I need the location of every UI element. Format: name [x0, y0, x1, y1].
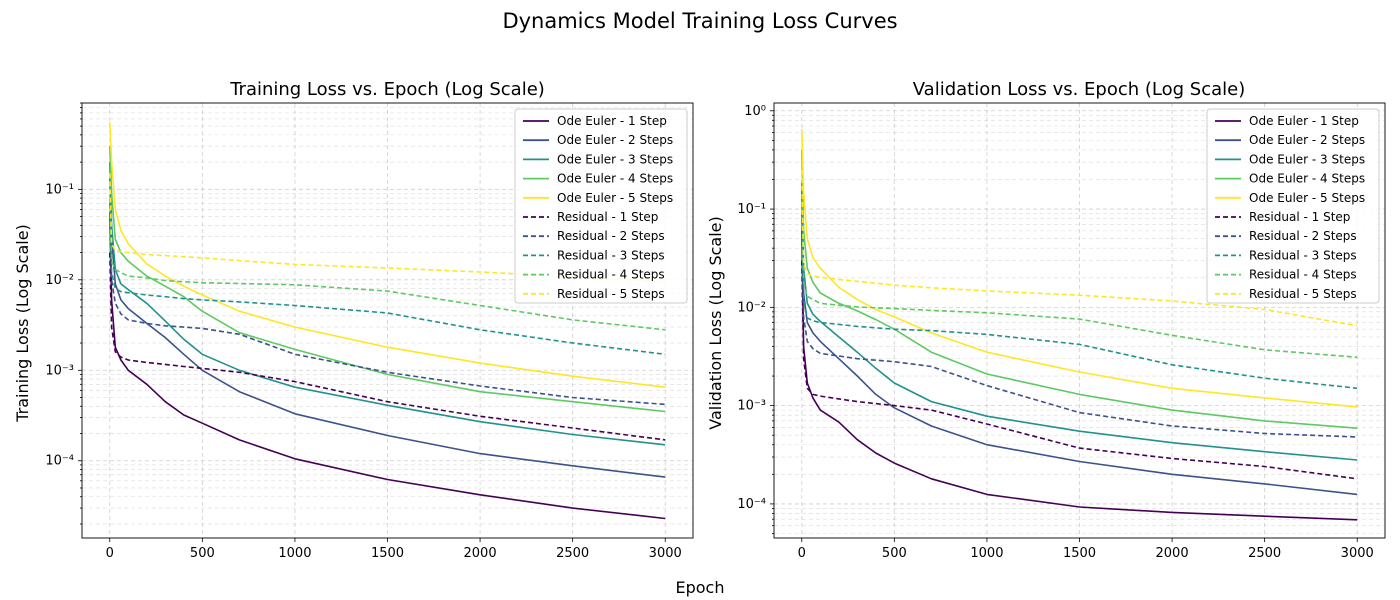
legend-label: Ode Euler - 1 Step: [1249, 114, 1359, 128]
legend-label: Ode Euler - 5 Steps: [1249, 191, 1365, 205]
y-tick-label: 10⁻³: [45, 363, 74, 378]
series-line-ode-euler-1-step: [801, 230, 1358, 521]
legend-label: Residual - 4 Steps: [1249, 268, 1357, 282]
legend-box: [514, 108, 688, 304]
series-line-residual-2-steps: [109, 216, 666, 406]
series-line-residual-4-steps: [109, 198, 666, 331]
y-tick-label: 10⁻¹: [737, 202, 766, 217]
series-line-residual-1-step: [109, 252, 666, 441]
legend-label: Ode Euler - 4 Steps: [1249, 172, 1365, 186]
x-tick-label: 2000: [1156, 546, 1189, 561]
x-tick-label: 500: [882, 546, 907, 561]
x-tick-label: 0: [798, 546, 806, 561]
x-tick-label: 1500: [371, 546, 404, 561]
y-tick-label: 10⁻⁴: [737, 497, 766, 512]
figure-title: Dynamics Model Training Loss Curves: [502, 9, 897, 33]
legend-label: Ode Euler - 2 Steps: [557, 133, 673, 147]
series-line-ode-euler-2-steps: [801, 188, 1358, 496]
training-loss-plot: Training Loss vs. Epoch (Log Scale) Trai…: [13, 79, 694, 561]
series-line-ode-euler-3-steps: [801, 179, 1358, 461]
x-tick-label: 3000: [1341, 546, 1374, 561]
legend-box: [1206, 108, 1380, 304]
series-line-ode-euler-2-steps: [109, 176, 666, 478]
training-plot-ylabel: Training Loss (Log Scale): [13, 224, 32, 423]
validation-plot-title: Validation Loss vs. Epoch (Log Scale): [913, 79, 1245, 100]
legend-label: Ode Euler - 3 Steps: [557, 152, 673, 166]
x-tick-label: 1000: [278, 546, 311, 561]
x-tick-label: 2500: [556, 546, 589, 561]
legend-label: Residual - 3 Steps: [557, 248, 665, 262]
legend-label: Residual - 3 Steps: [1249, 248, 1357, 262]
legend-label: Residual - 4 Steps: [557, 268, 665, 282]
validation-loss-plot: Validation Loss vs. Epoch (Log Scale) Va…: [706, 79, 1386, 561]
series-line-ode-euler-4-steps: [801, 149, 1358, 429]
series-line-ode-euler-5-steps: [801, 129, 1358, 408]
legend-label: Residual - 1 Step: [1249, 210, 1350, 224]
series-line-ode-euler-5-steps: [109, 122, 666, 388]
legend-label: Ode Euler - 4 Steps: [557, 172, 673, 186]
figure-xlabel: Epoch: [676, 578, 725, 597]
x-tick-label: 1000: [970, 546, 1003, 561]
series-line-ode-euler-4-steps: [109, 146, 666, 413]
legend-label: Ode Euler - 3 Steps: [1249, 152, 1365, 166]
legend: Ode Euler - 1 Step Ode Euler - 2 Steps Ode…: [1206, 108, 1380, 304]
legend-label: Ode Euler - 5 Steps: [557, 191, 673, 205]
series-line-residual-5-steps: [801, 169, 1358, 327]
legend-label: Residual - 2 Steps: [1249, 229, 1357, 243]
series-line-ode-euler-1-step: [109, 212, 666, 520]
training-plot-title: Training Loss vs. Epoch (Log Scale): [229, 79, 545, 100]
legend-label: Residual - 5 Steps: [1249, 287, 1357, 301]
y-tick-label: 10⁰: [744, 104, 766, 119]
series-line-residual-3-steps: [109, 203, 666, 356]
x-tick-label: 3000: [649, 546, 682, 561]
legend: Ode Euler - 1 Step Ode Euler - 2 Steps Ode…: [514, 108, 688, 304]
y-tick-label: 10⁻³: [737, 399, 766, 414]
x-tick-label: 2000: [464, 546, 497, 561]
x-tick-label: 2500: [1248, 546, 1281, 561]
validation-plot-ylabel: Validation Loss (Log Scale): [706, 216, 725, 429]
legend-label: Ode Euler - 1 Step: [557, 114, 667, 128]
series-line-residual-2-steps: [801, 218, 1358, 438]
y-tick-label: 10⁻²: [737, 300, 766, 315]
y-tick-label: 10⁻²: [45, 273, 74, 288]
x-tick-label: 1500: [1063, 546, 1096, 561]
series-line-residual-4-steps: [801, 201, 1358, 359]
series-line-residual-5-steps: [109, 173, 666, 283]
series-line-residual-1-step: [801, 260, 1358, 480]
series-line-ode-euler-3-steps: [109, 162, 666, 446]
legend-label: Residual - 2 Steps: [557, 229, 665, 243]
y-tick-label: 10⁻¹: [45, 182, 74, 197]
y-tick-label: 10⁻⁴: [45, 454, 74, 469]
x-tick-label: 0: [106, 546, 114, 561]
legend-label: Residual - 1 Step: [557, 210, 658, 224]
legend-label: Residual - 5 Steps: [557, 287, 665, 301]
series-line-residual-3-steps: [801, 213, 1358, 390]
x-tick-label: 500: [190, 546, 215, 561]
legend-label: Ode Euler - 2 Steps: [1249, 133, 1365, 147]
